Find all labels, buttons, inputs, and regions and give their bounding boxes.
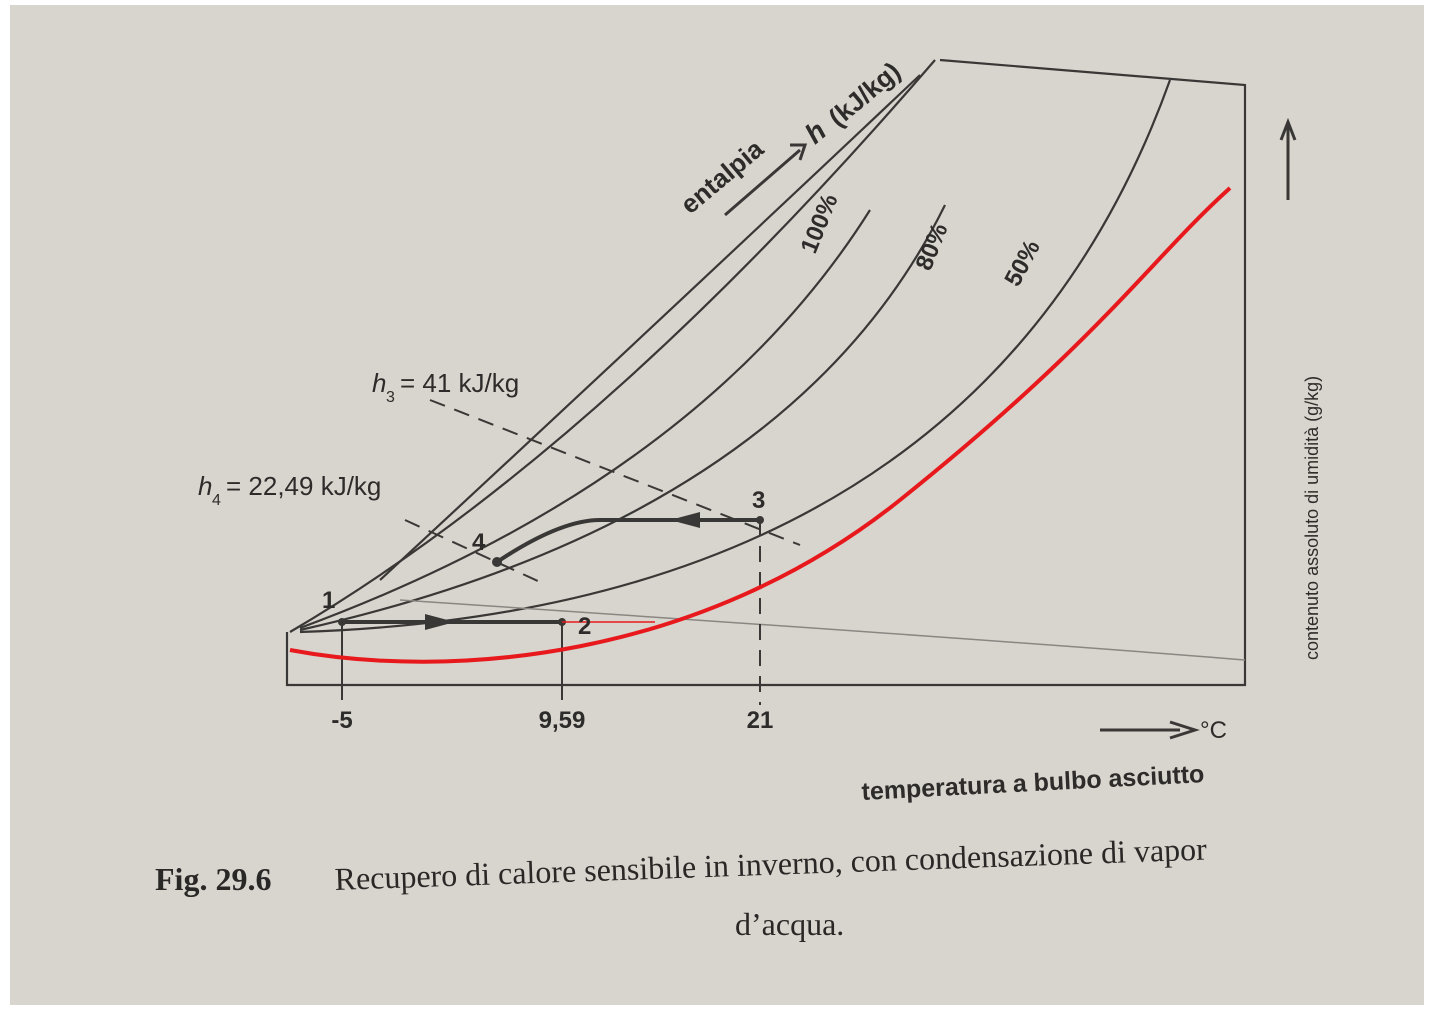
y-label: contenuto assoluto di umidità (g/kg) xyxy=(1302,376,1322,660)
x-tick-label: -5 xyxy=(331,707,352,734)
point-label: 3 xyxy=(752,487,765,514)
point xyxy=(756,516,764,524)
label: h xyxy=(198,471,212,501)
x-tick-label: 21 xyxy=(747,707,774,734)
point-label: 2 xyxy=(578,613,591,640)
label: h xyxy=(372,368,386,398)
label: = 22,49 kJ/kg xyxy=(226,471,381,501)
point xyxy=(492,557,502,567)
x-tick-label: 9,59 xyxy=(539,707,586,734)
caption: d’acqua. xyxy=(735,906,844,942)
caption-number: Fig. 29.6 xyxy=(155,861,271,897)
point xyxy=(338,618,346,626)
label: 4 xyxy=(212,492,221,509)
x-unit: °C xyxy=(1200,717,1227,744)
point-label: 4 xyxy=(472,529,486,556)
point-label: 1 xyxy=(322,587,335,614)
label: 3 xyxy=(386,389,395,406)
page-photo: entalpia h (kJ/kg) 100% 80% 50% h 3 = 41… xyxy=(0,0,1429,1009)
label: = 41 kJ/kg xyxy=(400,368,519,398)
